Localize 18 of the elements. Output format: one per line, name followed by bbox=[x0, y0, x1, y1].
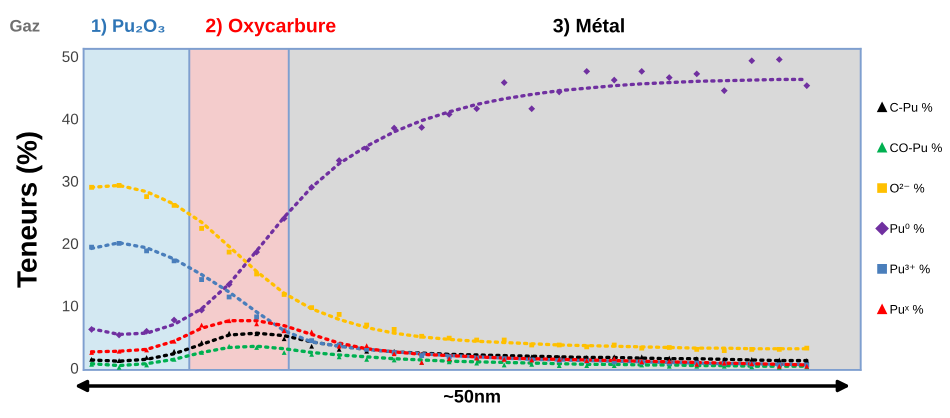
y-tick-label: 10 bbox=[62, 300, 78, 312]
legend-label: CO-Pu % bbox=[890, 143, 942, 152]
text: 2) Oxycarbure bbox=[206, 18, 336, 36]
y-tick-label: 40 bbox=[62, 114, 78, 124]
text: 1) Pu₂O₃ bbox=[92, 18, 164, 36]
y-tick-label: 50 bbox=[62, 51, 78, 62]
text: 3) Métal bbox=[553, 18, 624, 36]
legend-label: Pu³⁺ % bbox=[890, 264, 930, 274]
y-tick-label: 0 bbox=[70, 362, 78, 374]
legend-label: Puˣ % bbox=[890, 304, 924, 314]
x-axis-title: ~50nm bbox=[444, 390, 500, 403]
y-tick-label: 30 bbox=[62, 176, 78, 187]
legend-label: Pu⁰ % bbox=[890, 224, 924, 233]
y-axis-title: Teneurs (%) bbox=[16, 132, 42, 288]
legend-label: C-Pu % bbox=[890, 102, 932, 112]
legend-label: O²⁻ % bbox=[890, 184, 924, 193]
y-tick-label: 20 bbox=[62, 238, 78, 250]
text: Gaz bbox=[10, 20, 40, 32]
